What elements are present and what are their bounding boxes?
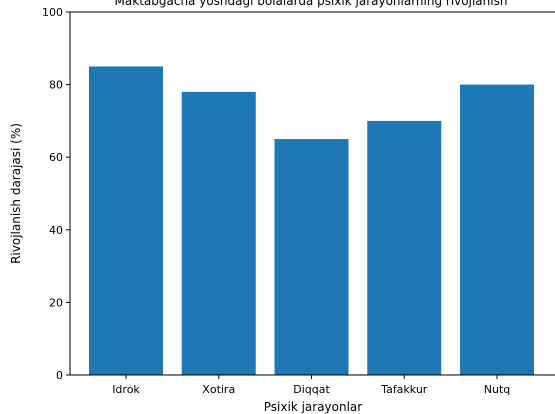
bar-xotira bbox=[181, 91, 256, 376]
bar-idrok bbox=[89, 66, 163, 375]
y-tick-label: 100 bbox=[42, 6, 63, 19]
x-axis: Idrok Xotira Diqqat Tafakkur Nutq bbox=[112, 375, 510, 396]
bars-group bbox=[89, 66, 534, 376]
y-tick-label: 80 bbox=[49, 79, 63, 92]
y-axis: 0 20 40 60 80 100 bbox=[42, 6, 70, 382]
bar-diqqat bbox=[274, 139, 349, 375]
chart-title: Maktabgacha yoshdagi bolalarda psixik ja… bbox=[115, 0, 508, 8]
bar-nutq bbox=[460, 84, 534, 375]
x-tick-label: Tafakkur bbox=[380, 383, 428, 396]
x-tick-label: Diqqat bbox=[293, 383, 330, 396]
x-axis-label: Psixik jarayonlar bbox=[264, 400, 363, 414]
y-axis-label: Rivojlanish darajasi (%) bbox=[9, 123, 23, 264]
x-tick-label: Nutq bbox=[484, 383, 511, 396]
x-tick-label: Idrok bbox=[112, 383, 140, 396]
y-tick-label: 40 bbox=[49, 224, 63, 237]
bar-tafakkur bbox=[367, 120, 442, 376]
y-tick-label: 60 bbox=[49, 151, 63, 164]
y-tick-label: 20 bbox=[49, 296, 63, 309]
y-tick-label: 0 bbox=[56, 369, 63, 382]
plot-frame bbox=[69, 11, 555, 376]
x-tick-label: Xotira bbox=[202, 383, 235, 396]
